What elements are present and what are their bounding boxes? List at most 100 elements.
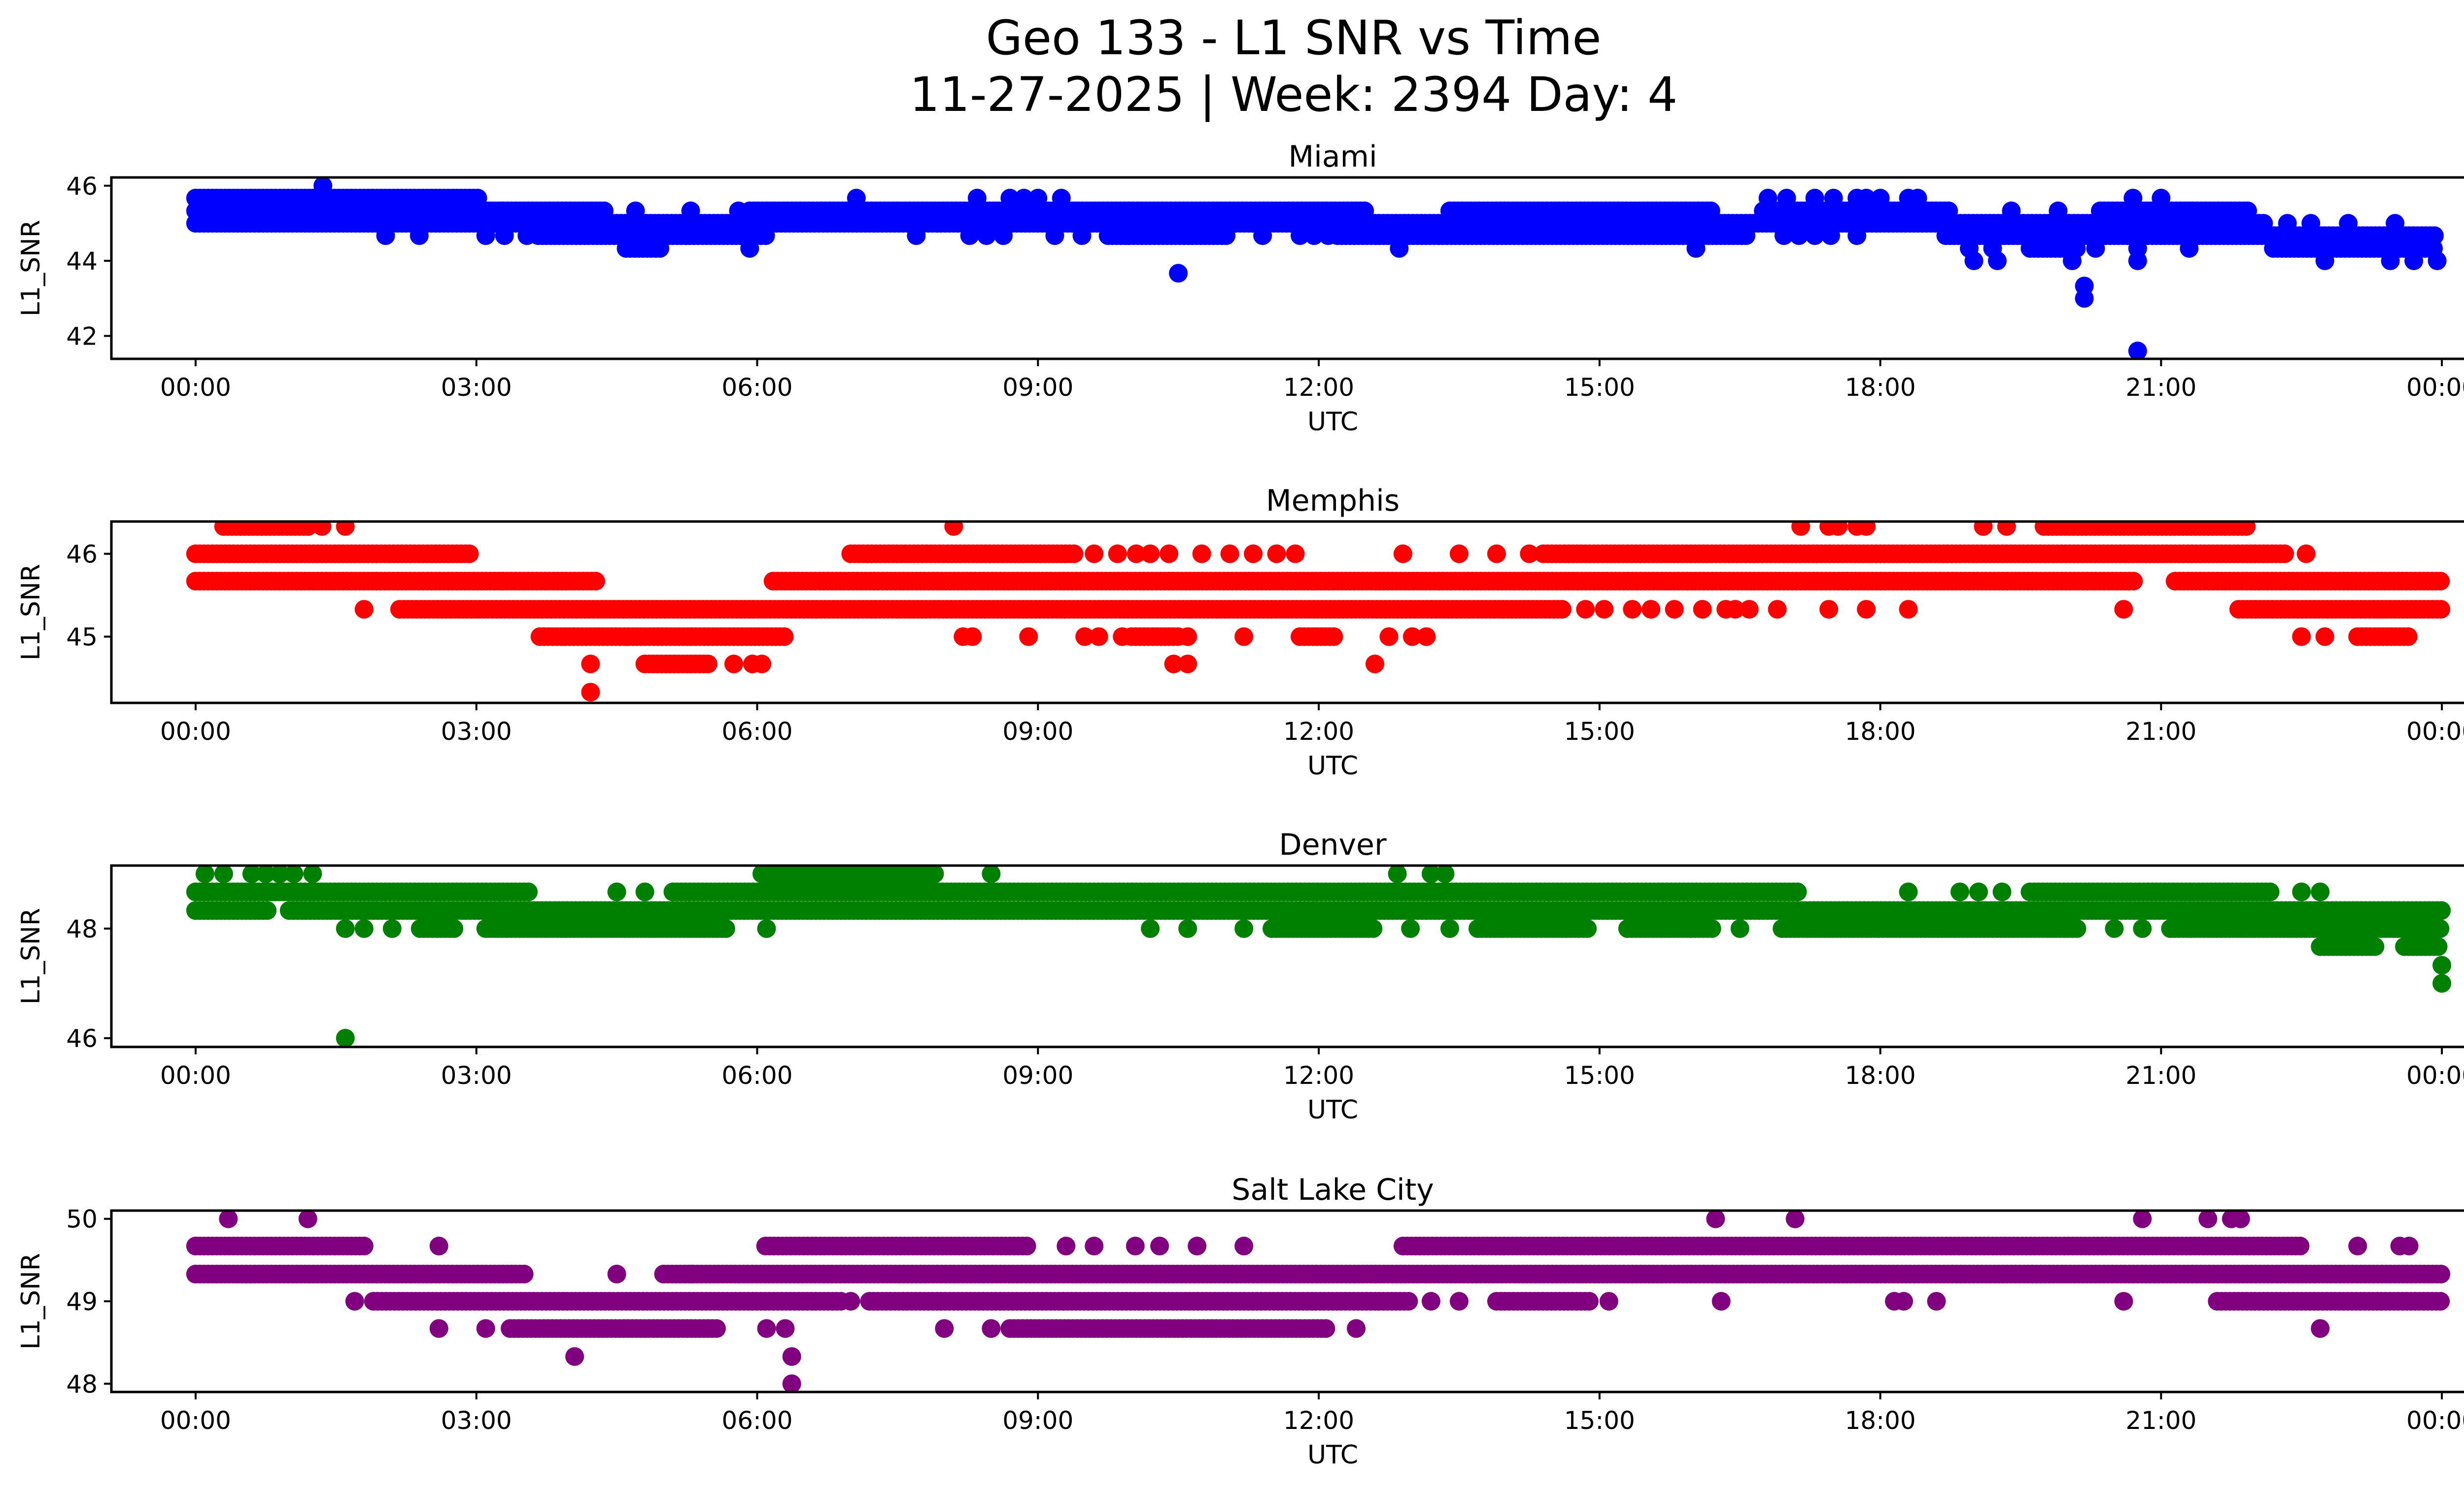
data-point [1169,264,1188,283]
scatter-series [186,866,2452,1047]
data-point [1642,600,1661,619]
data-point [1449,544,1469,563]
data-point [2296,544,2316,563]
data-point [1595,600,1614,619]
data-point [1178,919,1198,938]
data-point [1234,1236,1254,1255]
x-tick-label: 15:00 [1564,717,1635,746]
data-point [270,866,289,883]
data-point [2315,627,2334,646]
data-point [1552,600,1572,619]
data-point [1178,655,1198,673]
data-point [963,627,982,646]
data-point [907,226,926,245]
data-point [1730,919,1749,938]
x-tick-label: 18:00 [1845,717,1916,746]
data-point [1706,1211,1725,1228]
data-point [1064,544,1084,563]
data-point [1192,544,1211,563]
x-tick-label: 00:00 [160,717,231,746]
data-point [1160,544,1179,563]
data-point [2062,251,2082,271]
data-point [1089,627,1108,646]
data-point [2365,937,2385,956]
data-point [925,866,944,883]
data-point [1857,600,1876,619]
data-point [2381,251,2400,271]
data-point [336,1029,355,1047]
data-point [2431,572,2450,591]
axes-frame [110,520,2464,704]
data-point [1665,600,1684,619]
data-point [1267,544,1286,563]
data-point [1108,544,1127,563]
data-point [1304,226,1324,245]
x-tick-label: 09:00 [1002,1061,1073,1090]
data-point [1126,1236,1145,1255]
data-point [724,655,743,673]
data-point [1623,600,1642,619]
x-tick-label: 00:00 [160,373,231,402]
data-point [1217,226,1235,245]
data-point [1234,919,1254,938]
scatter-series [186,177,2447,359]
data-point [960,226,979,245]
data-point [460,544,479,563]
data-point [2291,1236,2310,1255]
x-tick-label: 06:00 [721,717,792,746]
suptitle-line2: 11-27-2025 | Week: 2394 Day: 4 [910,67,1678,123]
data-point [1774,226,1793,245]
x-tick-label: 09:00 [1002,373,1073,402]
data-point [1379,627,1399,646]
data-point [1364,919,1383,938]
x-tick-label: 21:00 [2125,373,2196,402]
data-point [376,226,395,245]
data-point [514,1264,534,1284]
data-point [242,866,261,883]
data-point [1988,251,2007,271]
x-tick-label: 18:00 [1845,1061,1916,1090]
data-point [2432,956,2452,975]
data-point [354,919,374,938]
subplot-title: Denver [1279,828,1387,862]
data-point [1440,919,1459,938]
data-point [1366,655,1384,673]
data-point [1726,600,1745,619]
data-point [607,882,626,902]
data-point [2086,239,2105,258]
data-point [1017,1236,1036,1255]
data-point [650,239,669,258]
data-point [2128,251,2147,271]
data-point [2429,937,2448,956]
data-point [1164,655,1183,673]
data-point [519,882,538,902]
data-point [581,683,600,702]
data-point [1421,866,1440,883]
y-axis-label: L1_SNR [16,564,46,661]
data-point [1390,239,1409,258]
data-point [195,866,214,883]
data-point [1141,919,1160,938]
x-tick-label: 06:00 [721,373,792,402]
x-axis-label: UTC [1307,407,1358,437]
data-point [756,226,775,245]
data-point [1520,544,1539,563]
scatter-series [186,1211,2451,1392]
data-point [581,655,600,673]
data-point [2128,342,2147,359]
data-point [1857,522,1876,536]
data-point [214,866,233,883]
data-point [2114,600,2133,619]
axes-frame [110,176,2464,360]
scatter-series [186,522,2451,702]
data-point [1737,226,1755,245]
data-point [1992,882,2012,902]
data-point [298,1211,317,1228]
data-point [607,1264,626,1284]
data-point [1045,226,1064,245]
x-tick-label: 00:00 [2406,373,2464,402]
data-point [336,522,355,536]
data-point [944,522,963,536]
